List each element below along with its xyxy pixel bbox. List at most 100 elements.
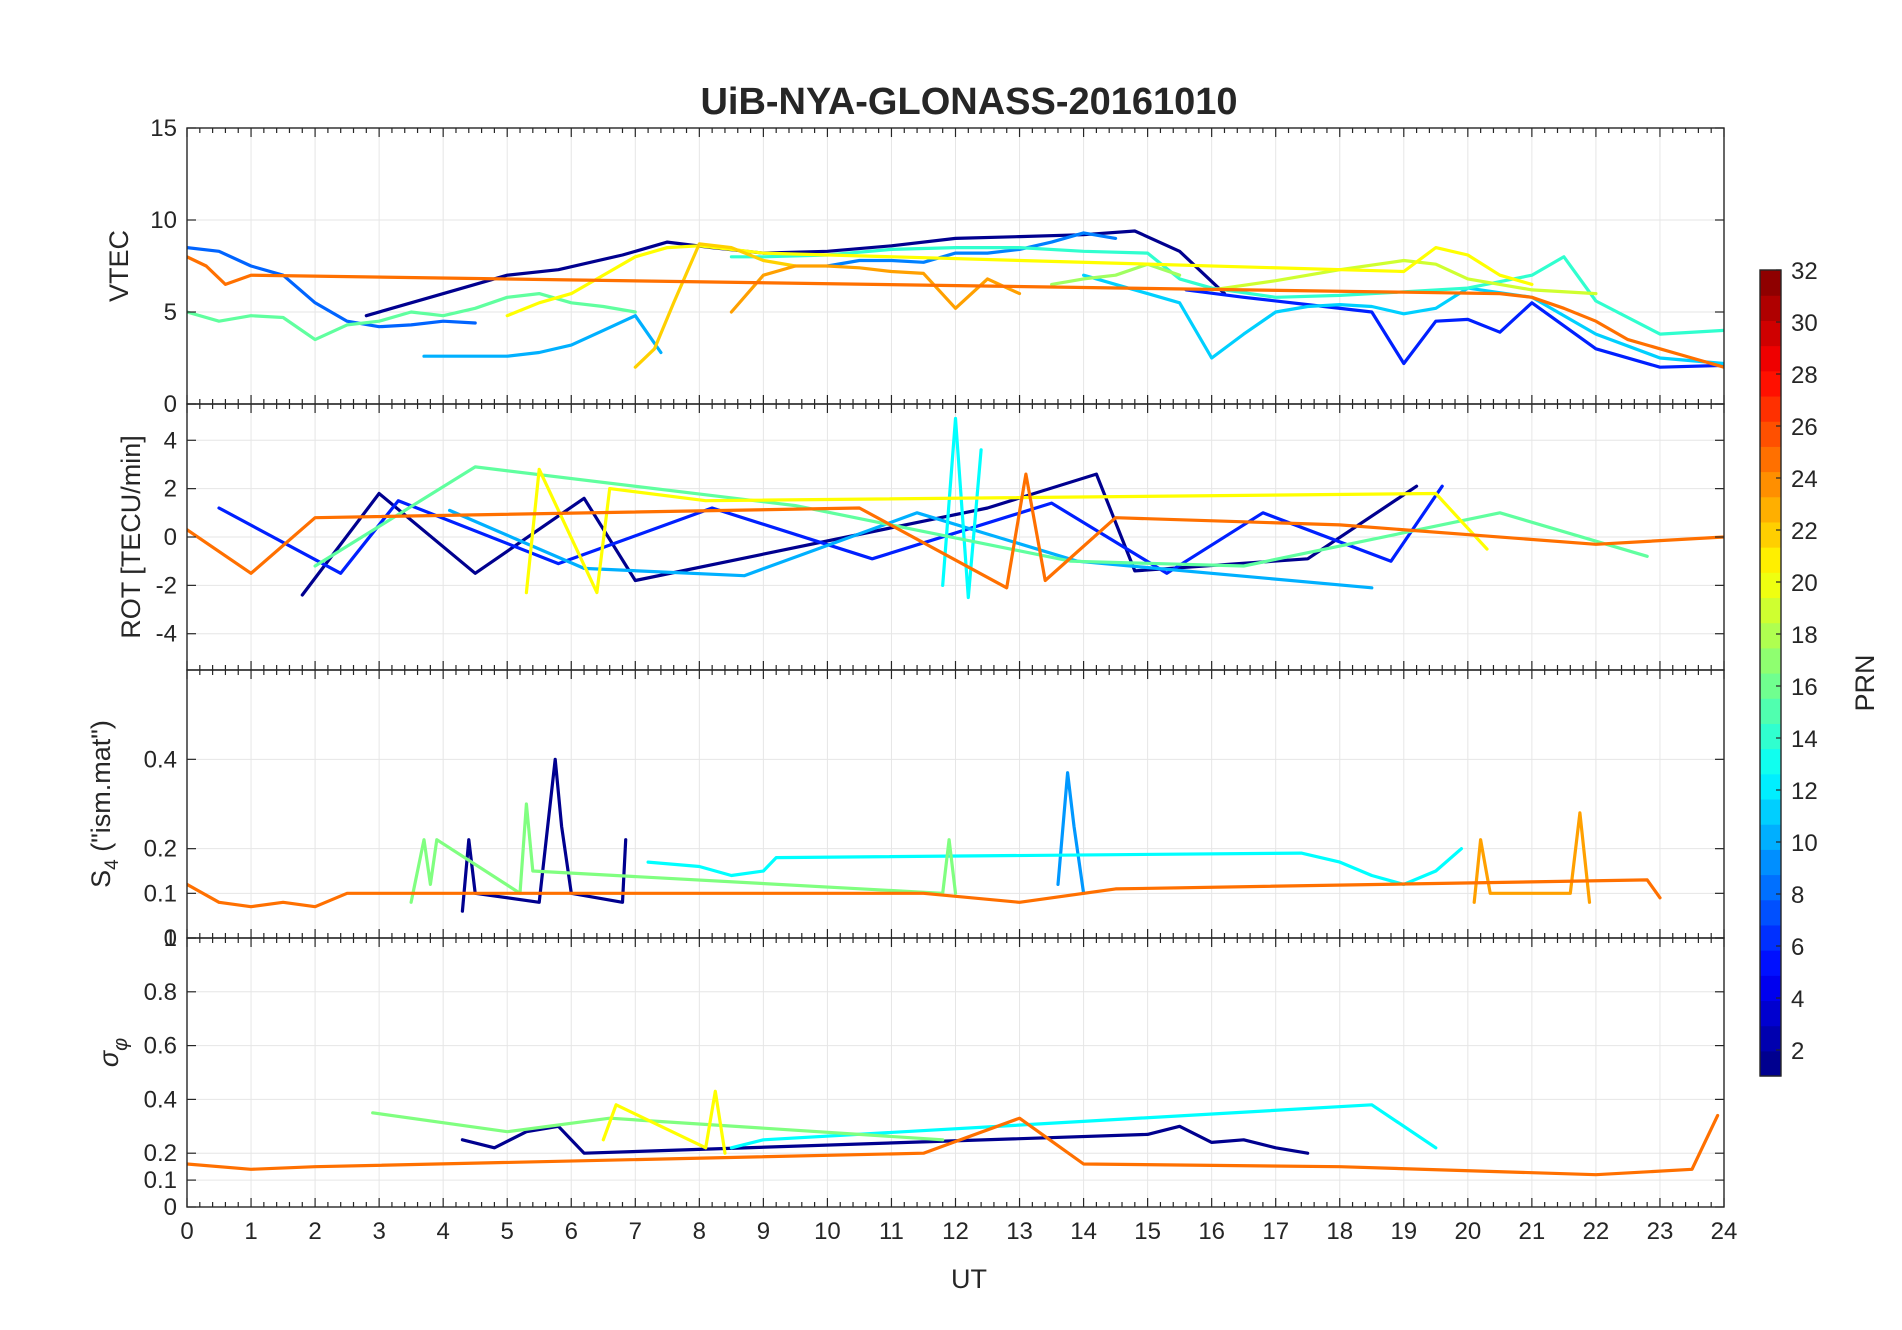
colorbar-swatch xyxy=(1760,395,1781,422)
panel-vtec: 0 5 10 15 VTEC xyxy=(104,115,1725,418)
x-tick-label: 21 xyxy=(1519,1218,1546,1245)
x-tick-label: 14 xyxy=(1070,1218,1097,1245)
panel-series xyxy=(187,757,1662,913)
series-line-prn-22 xyxy=(729,264,1022,314)
series-line-prn-13 xyxy=(941,416,983,600)
colorbar-swatch xyxy=(1760,924,1781,951)
x-tick-label: 3 xyxy=(372,1218,385,1245)
y-tick-label: 0.8 xyxy=(144,979,177,1006)
colorbar-swatch xyxy=(1760,370,1781,397)
series-line-prn-10 xyxy=(448,508,1374,590)
x-tick-label: 24 xyxy=(1711,1218,1738,1245)
series-line-prn-20 xyxy=(524,467,1489,595)
colorbar-tick-label: 18 xyxy=(1791,622,1818,649)
colorbar-tick-label: 20 xyxy=(1791,570,1818,597)
x-tick-label: 2 xyxy=(308,1218,321,1245)
x-tick-label: 13 xyxy=(1006,1218,1033,1245)
colorbar-tick-label: 12 xyxy=(1791,778,1818,805)
x-tick-label: 5 xyxy=(501,1218,514,1245)
series-line-prn-24 xyxy=(187,472,1724,590)
series-line-prn-22 xyxy=(1472,811,1592,904)
series-line-prn-24 xyxy=(187,255,1724,369)
series-line-prn-9 xyxy=(1056,771,1086,895)
y-tick-label: 0.6 xyxy=(144,1033,177,1060)
panel-grid xyxy=(186,937,1725,1208)
colorbar-swatch xyxy=(1760,622,1781,649)
y-tick-label: 5 xyxy=(164,299,177,326)
colorbar-swatch xyxy=(1760,748,1781,775)
colorbar-swatch xyxy=(1760,824,1781,850)
colorbar-tick-label: 24 xyxy=(1791,466,1818,493)
series-line-prn-4 xyxy=(1184,288,1724,369)
series-line-prn-16 xyxy=(187,292,637,342)
colorbar-swatch xyxy=(1760,874,1781,901)
x-tick-label: 10 xyxy=(814,1218,841,1245)
panel-grid xyxy=(186,404,1725,670)
panel-s4: 0 0.1 0.2 0.4 S4 ("ism.mat") xyxy=(86,669,1725,952)
y-tick-label: 0 xyxy=(164,1194,177,1221)
series-line-prn-13 xyxy=(729,1103,1438,1150)
y-tick-label: 1 xyxy=(164,925,177,952)
y-axis-label: ROT [TECU/min] xyxy=(116,435,146,639)
x-tick-label: 22 xyxy=(1583,1218,1610,1245)
colorbar-swatch xyxy=(1760,446,1781,473)
series-line-prn-10 xyxy=(422,314,663,358)
colorbar-swatch xyxy=(1760,849,1781,876)
panel-series xyxy=(187,1089,1720,1177)
y-tick-label: 4 xyxy=(164,427,177,454)
series-line-prn-16 xyxy=(313,465,1649,568)
colorbar-tick-label: 26 xyxy=(1791,414,1818,441)
colorbar-swatch xyxy=(1760,270,1781,296)
series-line-prn-19 xyxy=(1210,258,1598,296)
y-tick-label: 15 xyxy=(150,115,177,142)
x-axis-label: UT xyxy=(951,1264,987,1294)
panel-ticks xyxy=(186,670,1725,939)
x-tick-label: 7 xyxy=(629,1218,642,1245)
colorbar-tick-label: 16 xyxy=(1791,674,1818,701)
x-tick-label: 8 xyxy=(693,1218,706,1245)
colorbar-swatch xyxy=(1760,798,1781,825)
y-tick-label: 0.1 xyxy=(144,1167,177,1194)
colorbar-tick-label: 4 xyxy=(1791,986,1804,1013)
x-tick-label: 20 xyxy=(1454,1218,1481,1245)
chart-title: UiB-NYA-GLONASS-20161010 xyxy=(700,81,1237,123)
colorbar-tick-label: 22 xyxy=(1791,518,1818,545)
series-line-prn-18 xyxy=(1049,262,1182,286)
x-tick-label: 6 xyxy=(565,1218,578,1245)
series-line-prn-17 xyxy=(409,802,958,904)
y-tick-label: -4 xyxy=(156,621,177,648)
colorbar-swatch xyxy=(1760,345,1781,372)
y-axis-label: VTEC xyxy=(104,230,134,302)
series-line-prn-20 xyxy=(601,1089,727,1155)
colorbar-swatch xyxy=(1760,1050,1781,1077)
colorbar-swatch xyxy=(1760,673,1781,699)
colorbar-swatch xyxy=(1760,547,1781,573)
colorbar-swatch xyxy=(1760,320,1781,347)
colorbar-swatch xyxy=(1760,698,1781,724)
series-line-prn-8 xyxy=(825,231,1118,268)
colorbar-swatch xyxy=(1760,471,1781,498)
colorbar-tick-label: 30 xyxy=(1791,310,1818,337)
panel-ticks xyxy=(186,404,1725,670)
x-tick-label: 19 xyxy=(1390,1218,1417,1245)
colorbar-swatch xyxy=(1760,421,1781,447)
series-line-prn-17 xyxy=(371,1111,945,1142)
colorbar-tick-label: 14 xyxy=(1791,726,1818,753)
panel-ticks xyxy=(186,127,1725,405)
colorbar-swatch xyxy=(1760,521,1781,548)
y-tick-label: 0.4 xyxy=(144,1086,177,1113)
x-tick-label: 16 xyxy=(1198,1218,1225,1245)
panel-rot: -4 -2 0 2 4 ROT [TECU/min] xyxy=(116,403,1725,671)
x-tick-label: 11 xyxy=(879,1218,904,1245)
colorbar-swatch xyxy=(1760,723,1781,750)
series-line-prn-1 xyxy=(460,757,628,913)
series-line-prn-21 xyxy=(633,242,798,369)
y-tick-label: 0 xyxy=(164,925,177,952)
colorbar-label: PRN xyxy=(1850,654,1880,711)
colorbar-tick-label: 28 xyxy=(1791,362,1818,389)
colorbar-swatch xyxy=(1760,773,1781,800)
colorbar-swatch xyxy=(1760,597,1781,624)
